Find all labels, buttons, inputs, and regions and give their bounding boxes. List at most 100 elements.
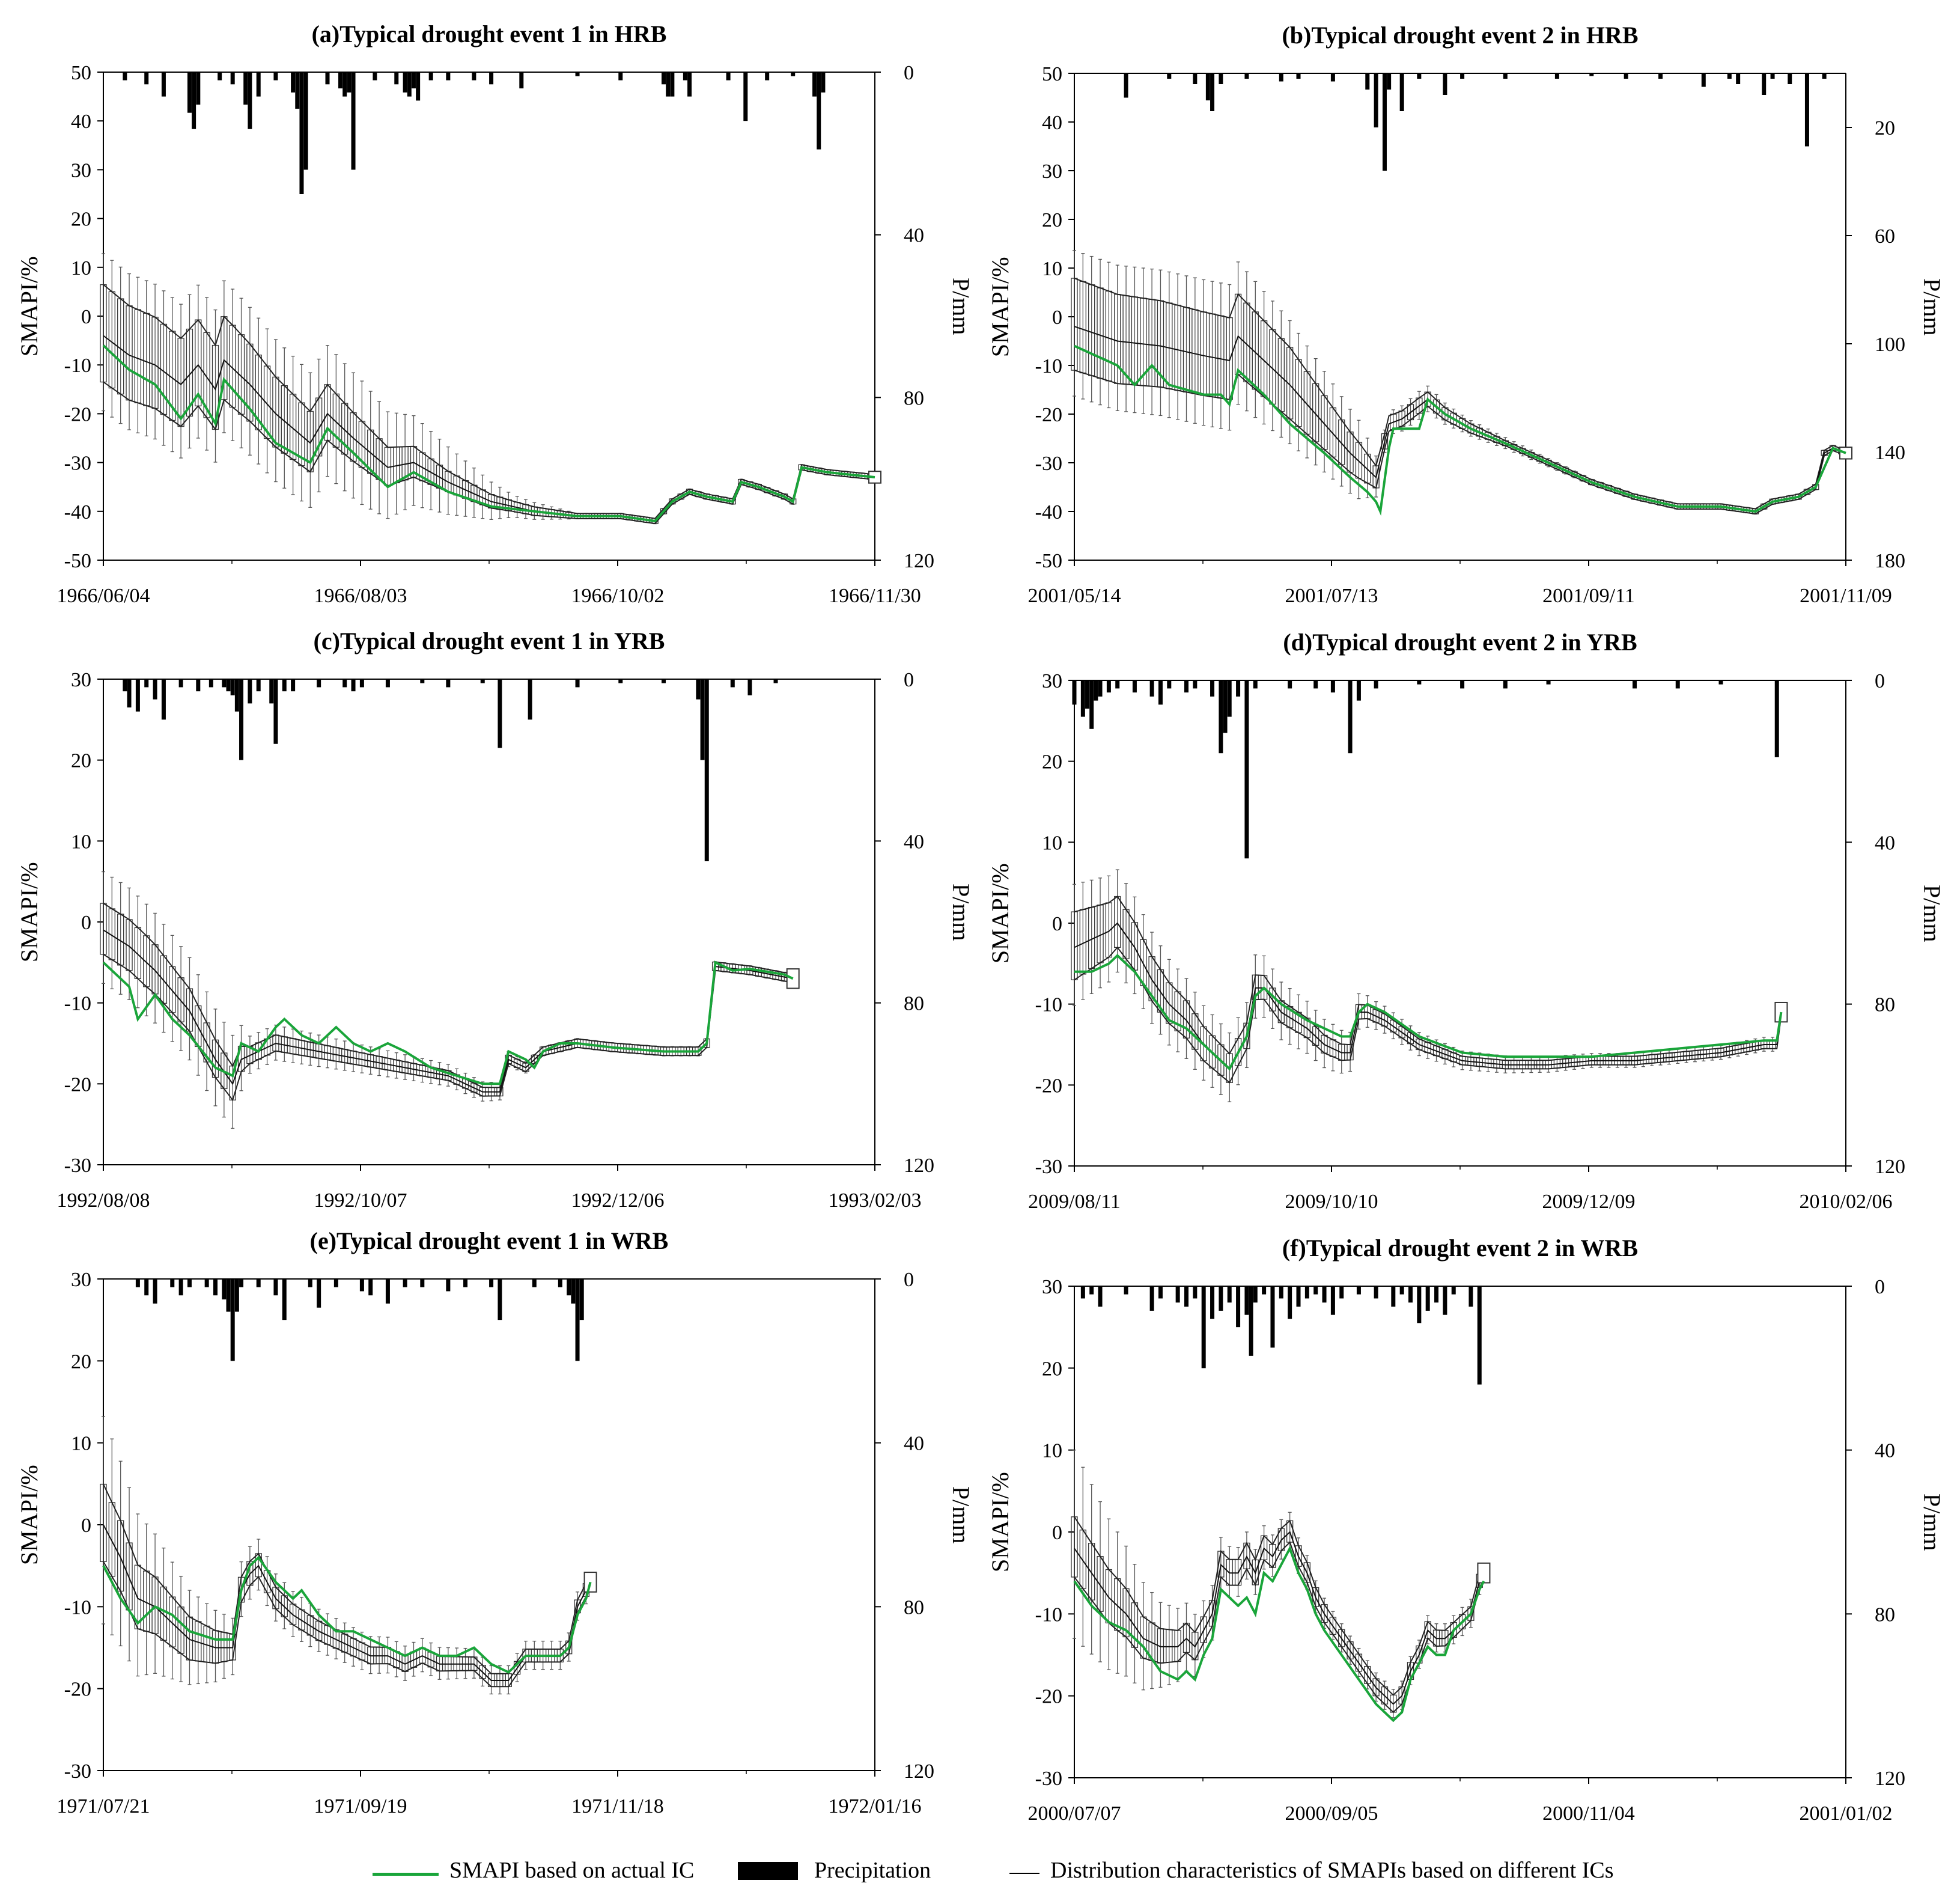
precip-bar (472, 72, 476, 81)
precip-bar (1770, 73, 1775, 79)
precip-bar (489, 1279, 494, 1287)
precip-bar (489, 72, 494, 85)
precip-bar (618, 679, 623, 683)
y-tick-label: -10 (1035, 1604, 1062, 1626)
precip-bar (256, 72, 261, 97)
precip-bar (222, 679, 227, 688)
quartile-line-upper (1074, 278, 1846, 510)
panel-a: (a)Typical drought event 1 in HRB -50 -40 -… (16, 20, 975, 607)
precip-bar (204, 1279, 209, 1287)
precip-bar (821, 72, 826, 93)
precip-bar (446, 1279, 451, 1292)
x-tick-label: 2009/08/11 (1028, 1191, 1121, 1213)
precip-bar (1503, 73, 1508, 79)
precip-bar (248, 72, 252, 129)
panel-b: (b)Typical drought event 2 in HRB -50 -40 -… (987, 22, 1946, 607)
precip-bar (351, 679, 356, 692)
x-tick-label: 1993/02/03 (829, 1189, 922, 1212)
y-axis-label: SMAPI/% (987, 1472, 1014, 1572)
precip-bar (1288, 1286, 1292, 1319)
precip-bar (1149, 1286, 1154, 1311)
panel-e: (e)Typical drought event 1 in WRB -30 -20 -… (16, 1227, 975, 1817)
precip-bar (1201, 1286, 1206, 1369)
precip-bar (1094, 680, 1098, 701)
precip-bar (1624, 73, 1628, 79)
precip-bar (428, 72, 433, 81)
quartile-line-upper (103, 284, 875, 519)
precip-bar (144, 72, 149, 85)
precip-bar (1356, 680, 1361, 701)
y2-tick-label: 40 (904, 1433, 924, 1455)
y2-tick-label: 20 (1875, 117, 1895, 139)
precip-bar (704, 679, 709, 861)
y-tick-label: 30 (1042, 160, 1062, 183)
precip-bar (403, 72, 407, 93)
y2-tick-label: 100 (1875, 334, 1905, 356)
precip-bar (1279, 1286, 1283, 1299)
legend: SMAPI based on actual IC Precipitation D… (0, 1851, 1960, 1893)
precip-bar (662, 679, 666, 683)
x-tick-label: 1971/11/18 (571, 1795, 664, 1817)
precip-bar (687, 72, 692, 97)
precip-bar (230, 1279, 235, 1361)
precip-bar (1554, 73, 1559, 79)
precip-bar (338, 72, 343, 89)
y-tick-label: -10 (64, 993, 91, 1015)
y-tick-label: 10 (1042, 1440, 1062, 1462)
y-tick-label: 0 (1052, 307, 1062, 329)
precip-bar (144, 679, 149, 688)
precip-bar (178, 1279, 183, 1296)
y-tick-label: -10 (1035, 994, 1062, 1016)
precip-bar (299, 72, 304, 194)
precip-bar (773, 679, 778, 683)
x-tick-label: 1992/10/07 (314, 1189, 407, 1212)
y-tick-label: 0 (81, 306, 91, 328)
precip-bar (226, 1279, 231, 1312)
quartile-line-lower (103, 954, 793, 1102)
y-tick-label: 20 (71, 1350, 91, 1373)
x-tick-label: 2000/11/04 (1542, 1802, 1635, 1825)
y-tick-label: -20 (1035, 404, 1062, 426)
x-tick-label: 1966/11/30 (829, 585, 921, 607)
legend-distribution-swatch (1009, 1873, 1039, 1874)
x-tick-label: 2000/09/05 (1285, 1802, 1378, 1825)
precip-bar (1727, 73, 1732, 79)
y-tick-label: 10 (71, 831, 91, 853)
precip-bar (273, 72, 278, 81)
panel-title: (d)Typical drought event 2 in YRB (1283, 629, 1637, 656)
y2-tick-label: 40 (904, 225, 924, 247)
precip-bar (1762, 73, 1767, 95)
panel-f: (f)Typical drought event 2 in WRB -30 -20 -… (987, 1234, 1946, 1825)
precip-bar (213, 1279, 218, 1296)
precip-bar (1633, 680, 1637, 689)
precip-bar (662, 72, 666, 85)
precip-bar (1443, 73, 1447, 95)
y-tick-label: -50 (1035, 550, 1062, 572)
x-tick-label: 1992/08/08 (57, 1189, 150, 1212)
precip-bar (161, 72, 166, 97)
y2-tick-label: 40 (1875, 1440, 1895, 1462)
precip-bar (1434, 1286, 1439, 1303)
y-tick-label: 0 (1052, 1522, 1062, 1544)
y-tick-label: 40 (1042, 112, 1062, 134)
y-tick-label: 0 (81, 1515, 91, 1537)
y-tick-label: -30 (1035, 1156, 1062, 1178)
precip-bar (1313, 680, 1318, 689)
precip-bar (1219, 680, 1223, 754)
x-tick-label: 2001/09/11 (1542, 585, 1635, 607)
precip-bar (153, 679, 157, 700)
precip-bar (1279, 73, 1283, 82)
x-tick-label: 1966/08/03 (314, 585, 407, 607)
precip-bar (234, 1279, 239, 1312)
quartile-line-lower (103, 1561, 591, 1688)
end-box (1839, 447, 1852, 460)
y-tick-label: 10 (71, 1433, 91, 1455)
y-tick-label: -30 (64, 1155, 91, 1177)
precip-bar (1417, 1286, 1422, 1323)
y-tick-label: -10 (1035, 355, 1062, 377)
end-box (1477, 1562, 1491, 1584)
precip-bar (1236, 1286, 1241, 1328)
precip-bar (373, 72, 377, 81)
precip-bar (1313, 1286, 1318, 1295)
precip-bar (342, 72, 347, 97)
